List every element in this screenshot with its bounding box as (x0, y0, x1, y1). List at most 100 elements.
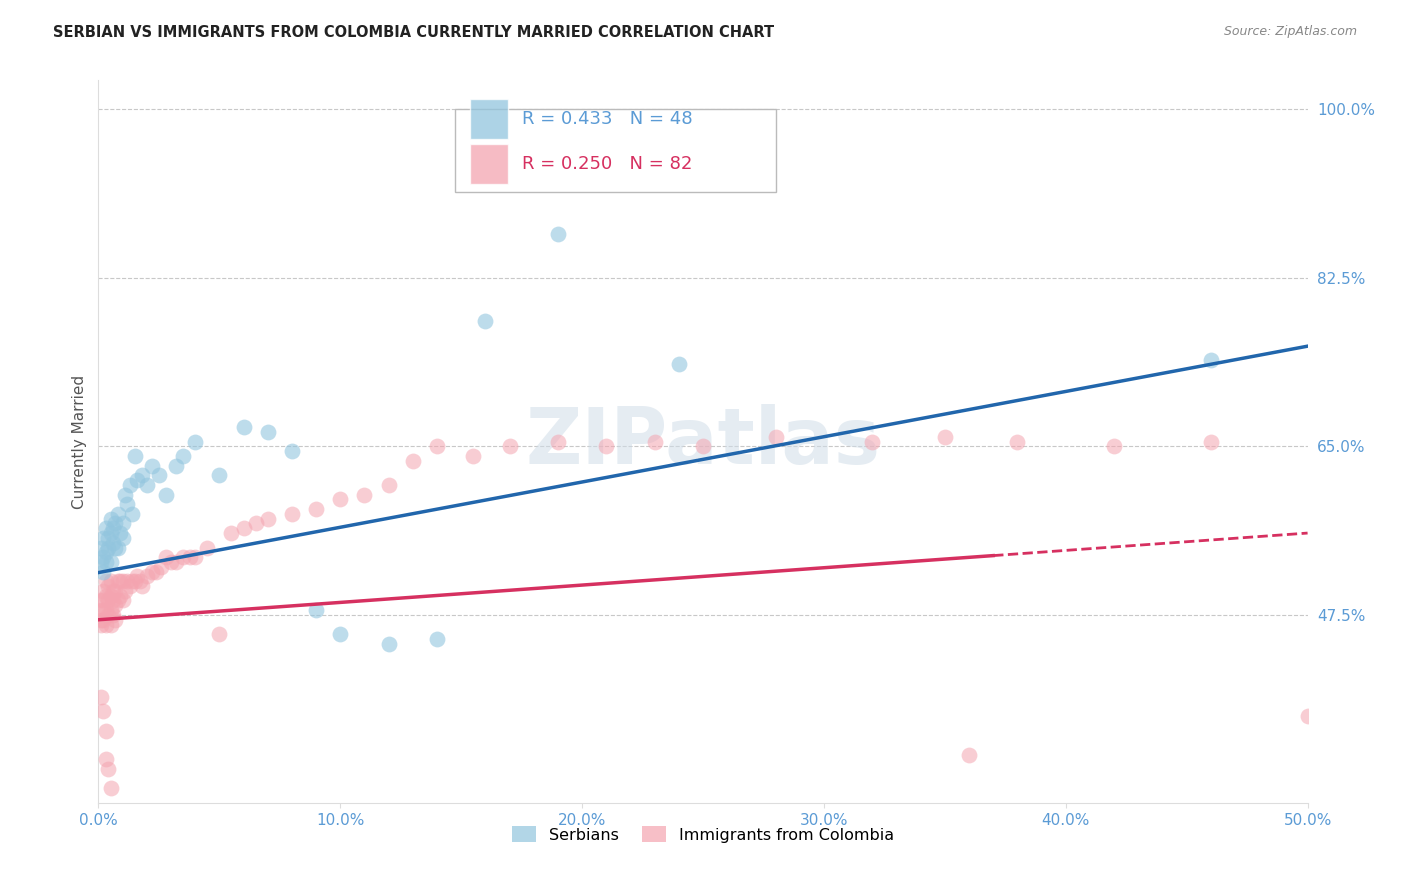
Legend: Serbians, Immigrants from Colombia: Serbians, Immigrants from Colombia (505, 820, 901, 849)
Point (377, 637, 399, 651)
Point (90, 617, 112, 632)
Point (101, 607, 124, 622)
Point (90, 603, 112, 617)
Text: R = 0.433   N = 48: R = 0.433 N = 48 (522, 111, 692, 128)
Point (91, 550, 114, 565)
Point (107, 593, 129, 607)
Point (141, 565, 163, 579)
Point (150, 559, 173, 574)
Point (94, 589, 117, 603)
Point (498, 439, 520, 453)
Point (100, 555, 122, 569)
Point (114, 583, 136, 598)
Point (124, 449, 146, 463)
Point (256, 425, 278, 439)
Point (91, 704, 114, 718)
Point (595, 439, 617, 453)
Point (104, 583, 127, 598)
Point (160, 555, 183, 569)
Point (121, 507, 143, 521)
Point (353, 487, 375, 501)
Point (179, 550, 201, 565)
Point (305, 502, 328, 516)
Point (100, 526, 122, 541)
Text: Source: ZipAtlas.com: Source: ZipAtlas.com (1223, 25, 1357, 38)
Point (90, 613, 112, 627)
Point (91, 613, 114, 627)
Point (108, 574, 131, 589)
Point (184, 550, 207, 565)
Point (1007, 434, 1029, 449)
Point (165, 458, 187, 473)
Point (107, 541, 129, 555)
Point (232, 521, 254, 535)
Point (765, 430, 787, 444)
Point (90, 690, 112, 704)
Point (91, 603, 114, 617)
Point (111, 574, 134, 589)
Point (94, 521, 117, 535)
Point (108, 526, 131, 541)
Text: R = 0.250   N = 82: R = 0.250 N = 82 (522, 155, 692, 173)
Point (463, 449, 485, 463)
Point (97, 607, 120, 622)
Point (692, 439, 714, 453)
Point (94, 555, 117, 569)
Point (91, 593, 114, 607)
Y-axis label: Currently Married: Currently Married (72, 375, 87, 508)
Point (100, 589, 122, 603)
Point (121, 574, 143, 589)
Point (426, 632, 449, 646)
Point (131, 468, 153, 483)
Point (91, 531, 114, 545)
Point (117, 574, 139, 589)
Point (97, 762, 120, 776)
Point (644, 434, 666, 449)
Point (97, 579, 120, 593)
Point (281, 444, 304, 458)
Point (668, 358, 690, 372)
Point (107, 507, 129, 521)
Point (127, 569, 149, 583)
Point (100, 617, 122, 632)
Point (97, 541, 120, 555)
Point (245, 516, 267, 531)
Point (141, 458, 163, 473)
Point (281, 507, 304, 521)
Point (114, 487, 136, 501)
Point (208, 627, 231, 641)
Point (165, 555, 187, 569)
Point (101, 583, 124, 598)
Point (208, 468, 231, 483)
FancyBboxPatch shape (470, 145, 509, 184)
Point (107, 574, 129, 589)
Point (111, 593, 134, 607)
Point (118, 579, 141, 593)
Point (100, 511, 122, 525)
Point (474, 314, 496, 328)
Point (172, 550, 194, 565)
Point (100, 574, 122, 589)
Point (172, 449, 194, 463)
Point (100, 603, 122, 617)
Point (184, 434, 207, 449)
Point (329, 492, 352, 507)
Point (957, 747, 980, 762)
Point (111, 516, 134, 531)
Point (101, 521, 124, 535)
Point (1102, 439, 1125, 453)
Point (148, 468, 170, 483)
Point (111, 531, 134, 545)
Point (90, 541, 112, 555)
Point (117, 497, 139, 511)
Point (118, 478, 141, 492)
Point (94, 545, 117, 559)
Point (94, 574, 117, 589)
Point (94, 723, 117, 738)
Point (100, 781, 122, 796)
Point (329, 627, 352, 641)
Point (860, 434, 883, 449)
Point (97, 531, 120, 545)
Point (155, 550, 177, 565)
Point (104, 541, 127, 555)
